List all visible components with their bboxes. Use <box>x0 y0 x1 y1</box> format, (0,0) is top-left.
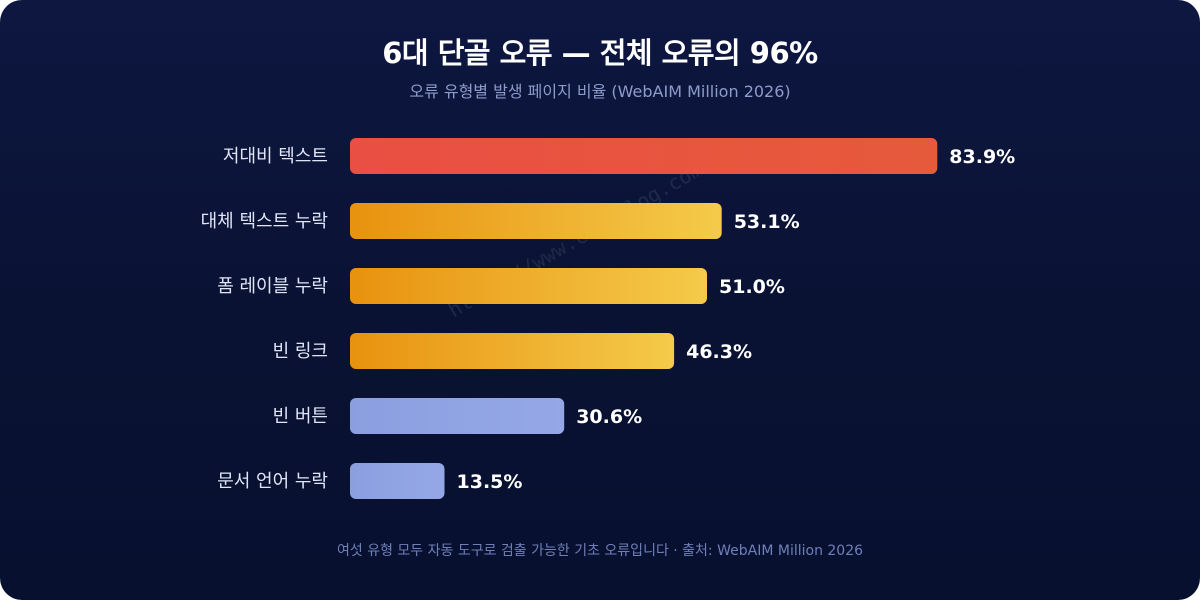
value-label: 13.5% <box>457 471 523 493</box>
category-label: 빈 버튼 <box>273 406 328 427</box>
category-label: 문서 언어 누락 <box>217 471 328 492</box>
bar <box>350 268 707 304</box>
chart-subtitle: 오류 유형별 발생 페이지 비율 (WebAIM Million 2026) <box>409 82 791 101</box>
value-label: 46.3% <box>686 341 752 363</box>
bar <box>350 463 445 499</box>
bar <box>350 333 675 369</box>
value-label: 51.0% <box>719 276 785 298</box>
chart-footnote: 여섯 유형 모두 자동 도구로 검출 가능한 기초 오류입니다 · 출처: We… <box>336 543 864 559</box>
category-label: 대체 텍스트 누락 <box>201 211 328 232</box>
value-label: 83.9% <box>949 146 1015 168</box>
bar <box>350 203 722 239</box>
bar <box>350 398 565 434</box>
category-label: 빈 링크 <box>273 341 328 362</box>
value-label: 30.6% <box>576 406 642 428</box>
bar <box>350 138 938 174</box>
value-label: 53.1% <box>734 211 800 233</box>
category-label: 폼 레이블 누락 <box>217 276 328 297</box>
category-label: 저대비 텍스트 <box>223 146 328 167</box>
chart-title: 6대 단골 오류 — 전체 오류의 96% <box>382 36 818 70</box>
